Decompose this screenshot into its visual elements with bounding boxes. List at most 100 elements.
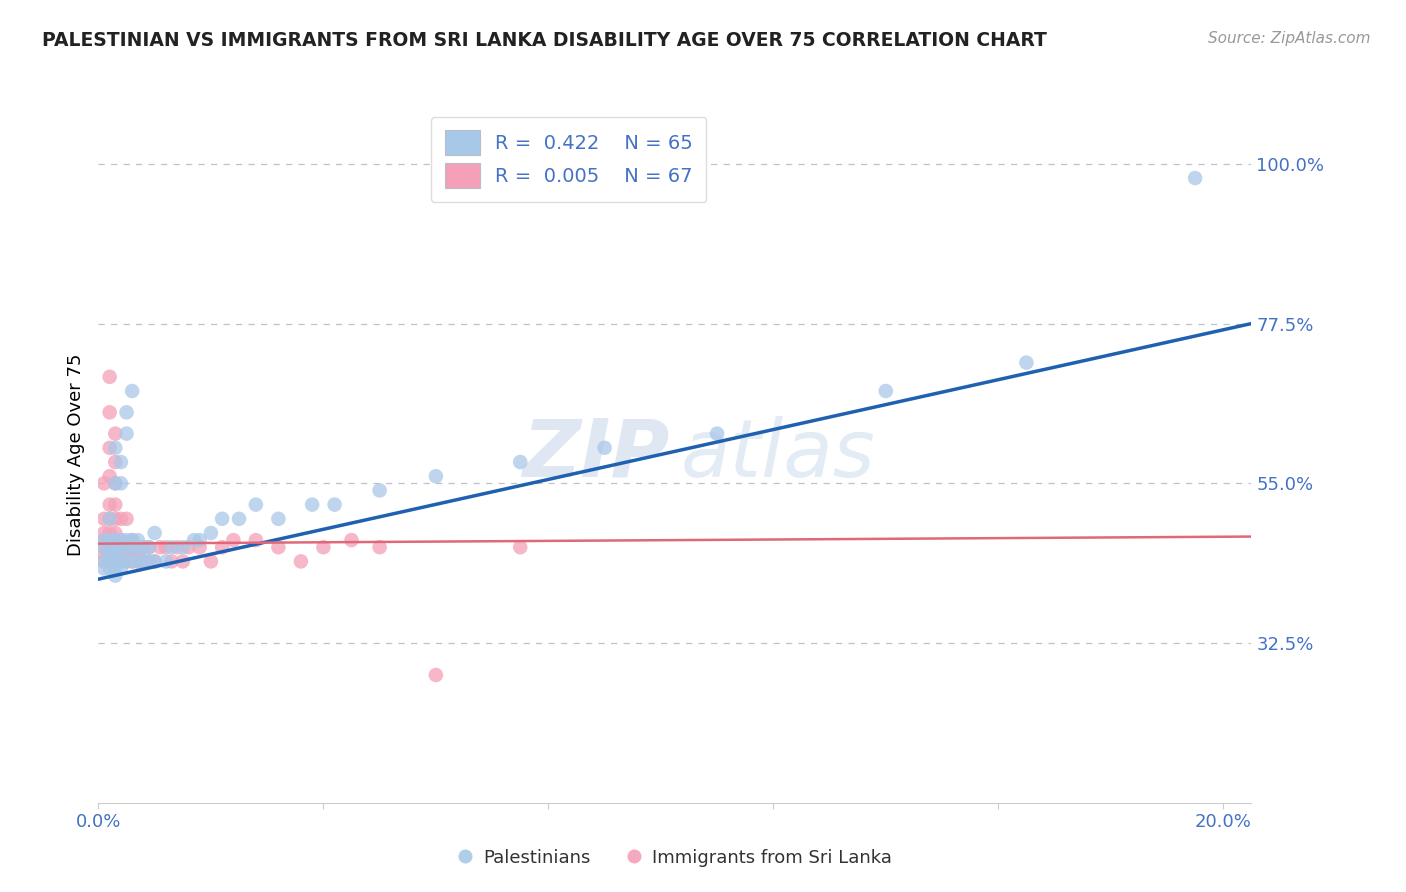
Point	[172, 554, 194, 568]
Point	[104, 554, 127, 568]
Point	[98, 547, 121, 561]
Point	[138, 554, 160, 568]
Point	[98, 498, 121, 512]
Point	[98, 512, 121, 526]
Point	[127, 554, 149, 568]
Point	[160, 540, 183, 554]
Point	[425, 668, 447, 682]
Point	[155, 554, 177, 568]
Point	[290, 554, 312, 568]
Point	[1015, 356, 1038, 370]
Point	[98, 441, 121, 455]
Point	[115, 547, 138, 561]
Point	[115, 554, 138, 568]
Point	[104, 540, 127, 554]
Point	[138, 540, 160, 554]
Point	[340, 533, 363, 548]
Point	[200, 554, 222, 568]
Point	[98, 512, 121, 526]
Point	[593, 441, 616, 455]
Point	[98, 405, 121, 419]
Point	[127, 533, 149, 548]
Point	[104, 540, 127, 554]
Point	[104, 498, 127, 512]
Point	[104, 554, 127, 568]
Point	[115, 554, 138, 568]
Point	[115, 540, 138, 554]
Point	[132, 554, 155, 568]
Point	[98, 540, 121, 554]
Point	[121, 540, 143, 554]
Point	[93, 561, 115, 575]
Point	[110, 512, 132, 526]
Point	[93, 512, 115, 526]
Point	[98, 554, 121, 568]
Point	[104, 476, 127, 491]
Point	[121, 554, 143, 568]
Point	[110, 561, 132, 575]
Point	[104, 512, 127, 526]
Point	[132, 540, 155, 554]
Point	[425, 469, 447, 483]
Point	[104, 441, 127, 455]
Point	[149, 540, 172, 554]
Point	[127, 554, 149, 568]
Point	[93, 476, 115, 491]
Point	[267, 512, 290, 526]
Point	[93, 533, 115, 548]
Point	[245, 533, 267, 548]
Point	[110, 554, 132, 568]
Point	[104, 568, 127, 582]
Point	[301, 498, 323, 512]
Point	[104, 533, 127, 548]
Point	[138, 554, 160, 568]
Point	[104, 554, 127, 568]
Point	[98, 469, 121, 483]
Point	[110, 540, 132, 554]
Point	[172, 540, 194, 554]
Point	[115, 426, 138, 441]
Text: atlas: atlas	[681, 416, 876, 494]
Point	[110, 547, 132, 561]
Point	[143, 554, 166, 568]
Point	[121, 547, 143, 561]
Point	[115, 405, 138, 419]
Point	[127, 547, 149, 561]
Point	[110, 533, 132, 548]
Point	[104, 533, 127, 548]
Point	[93, 533, 115, 548]
Text: Source: ZipAtlas.com: Source: ZipAtlas.com	[1208, 31, 1371, 46]
Point	[104, 455, 127, 469]
Point	[115, 533, 138, 548]
Point	[115, 512, 138, 526]
Point	[143, 526, 166, 541]
Text: PALESTINIAN VS IMMIGRANTS FROM SRI LANKA DISABILITY AGE OVER 75 CORRELATION CHAR: PALESTINIAN VS IMMIGRANTS FROM SRI LANKA…	[42, 31, 1047, 50]
Point	[98, 554, 121, 568]
Point	[104, 426, 127, 441]
Point	[706, 426, 728, 441]
Point	[267, 540, 290, 554]
Point	[104, 547, 127, 561]
Point	[98, 533, 121, 548]
Point	[93, 547, 115, 561]
Point	[368, 483, 391, 498]
Point	[138, 540, 160, 554]
Point	[98, 554, 121, 568]
Point	[110, 476, 132, 491]
Point	[98, 369, 121, 384]
Point	[121, 554, 143, 568]
Point	[132, 554, 155, 568]
Point	[245, 498, 267, 512]
Point	[509, 540, 531, 554]
Point	[166, 540, 188, 554]
Point	[211, 512, 233, 526]
Point	[98, 533, 121, 548]
Point	[110, 455, 132, 469]
Point	[875, 384, 897, 398]
Point	[98, 561, 121, 575]
Point	[222, 533, 245, 548]
Y-axis label: Disability Age Over 75: Disability Age Over 75	[66, 353, 84, 557]
Point	[143, 554, 166, 568]
Point	[121, 384, 143, 398]
Point	[110, 540, 132, 554]
